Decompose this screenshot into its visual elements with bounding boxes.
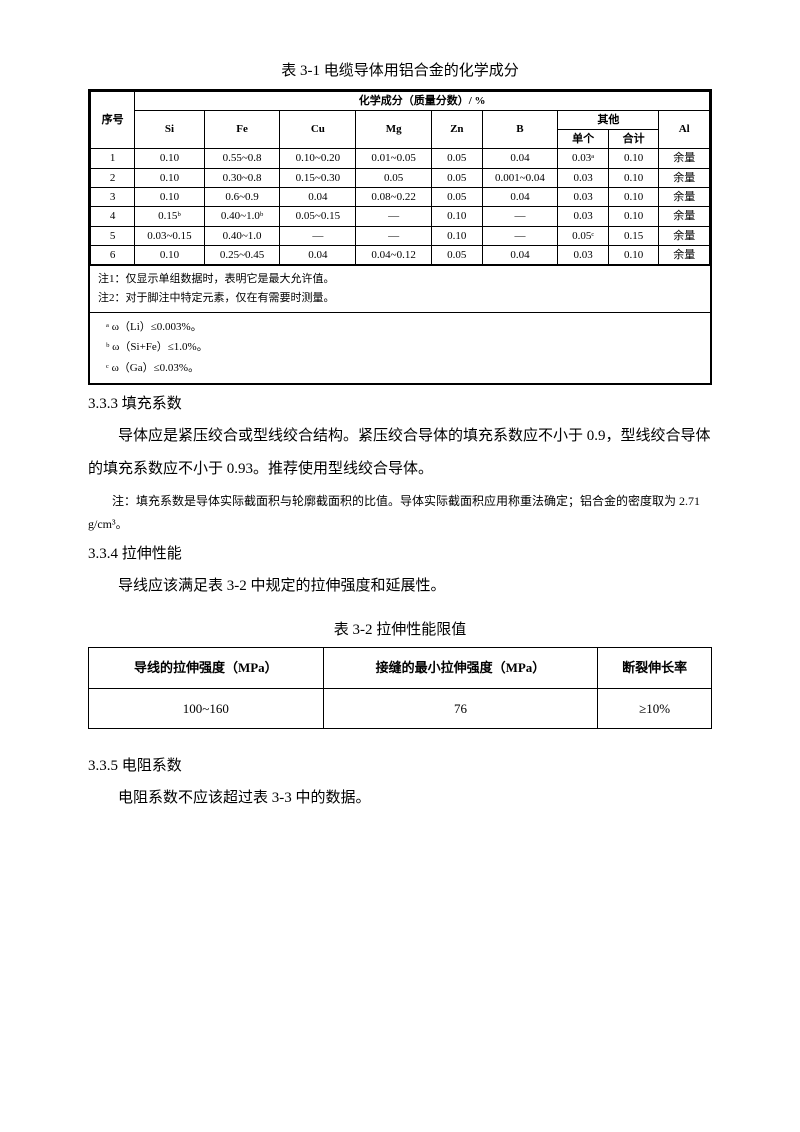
table-cell: 0.01~0.05	[356, 149, 432, 168]
table-cell: 5	[91, 226, 135, 245]
table-cell: 0.05~0.15	[280, 207, 356, 226]
t2-v1: 100~160	[89, 688, 324, 729]
fn-a: ᵃ ω（Li）≤0.003%。	[106, 317, 694, 338]
table1-note2: 注2：对于脚注中特定元素，仅在有需要时测量。	[98, 289, 702, 308]
table-cell: 0.10	[608, 187, 659, 206]
th-other-single: 单个	[558, 130, 609, 149]
th-seq: 序号	[91, 91, 135, 149]
table-cell: 0.05	[432, 149, 483, 168]
th-mg: Mg	[356, 110, 432, 149]
table-cell: 余量	[659, 168, 710, 187]
table-cell: 0.10	[608, 207, 659, 226]
table-cell: 0.04	[482, 245, 558, 264]
table-cell: 0.10	[608, 168, 659, 187]
th-other-total: 合计	[608, 130, 659, 149]
table-cell: —	[356, 207, 432, 226]
table-cell: 0.05	[432, 187, 483, 206]
table-cell: 2	[91, 168, 135, 187]
table-cell: 0.40~1.0ᵇ	[204, 207, 280, 226]
table-cell: 0.03	[558, 245, 609, 264]
table1-note1: 注1：仅显示单组数据时，表明它是最大允许值。	[98, 270, 702, 289]
t2-h3: 断裂伸长率	[598, 648, 712, 689]
table-cell: 0.04~0.12	[356, 245, 432, 264]
table-cell: —	[280, 226, 356, 245]
table-cell: 0.10	[135, 168, 204, 187]
sec-333-note: 注：填充系数是导体实际截面积与轮廓截面积的比值。导体实际截面积应用称重法确定；铝…	[88, 490, 712, 536]
table-cell: 0.10	[135, 245, 204, 264]
table-cell: 0.6~0.9	[204, 187, 280, 206]
table-cell: 0.10	[432, 207, 483, 226]
table-cell: 0.15	[608, 226, 659, 245]
table-cell: 0.05	[432, 245, 483, 264]
table1-container: 序号 化学成分（质量分数）/ % Si Fe Cu Mg Zn B 其他 Al …	[88, 89, 712, 386]
table-cell: 余量	[659, 226, 710, 245]
table-cell: 0.04	[482, 149, 558, 168]
table-cell: 0.04	[280, 245, 356, 264]
table-cell: 余量	[659, 187, 710, 206]
th-cu: Cu	[280, 110, 356, 149]
sec-335-head: 3.3.5 电阻系数	[88, 755, 712, 778]
th-top: 化学成分（质量分数）/ %	[135, 91, 710, 110]
table2: 导线的拉伸强度（MPa） 接缝的最小拉伸强度（MPa） 断裂伸长率 100~16…	[88, 647, 712, 729]
table1-title: 表 3-1 电缆导体用铝合金的化学成分	[88, 60, 712, 83]
table-cell: 0.001~0.04	[482, 168, 558, 187]
t2-v2: 76	[323, 688, 598, 729]
table-cell: 0.04	[280, 187, 356, 206]
th-fe: Fe	[204, 110, 280, 149]
th-other: 其他	[558, 110, 659, 129]
table-cell: 0.15ᵇ	[135, 207, 204, 226]
table-cell: 0.55~0.8	[204, 149, 280, 168]
table-cell: 0.03~0.15	[135, 226, 204, 245]
sec-334-head: 3.3.4 拉伸性能	[88, 543, 712, 566]
th-al: Al	[659, 110, 710, 149]
table1: 序号 化学成分（质量分数）/ % Si Fe Cu Mg Zn B 其他 Al …	[90, 91, 710, 266]
table-cell: 余量	[659, 149, 710, 168]
table-cell: 0.10	[608, 245, 659, 264]
table-cell: —	[356, 226, 432, 245]
sec-334-p1: 导线应该满足表 3-2 中规定的拉伸强度和延展性。	[88, 570, 712, 603]
th-zn: Zn	[432, 110, 483, 149]
table-cell: 0.40~1.0	[204, 226, 280, 245]
table-cell: 0.10	[608, 149, 659, 168]
t2-h1: 导线的拉伸强度（MPa）	[89, 648, 324, 689]
table1-notes: 注1：仅显示单组数据时，表明它是最大允许值。 注2：对于脚注中特定元素，仅在有需…	[90, 265, 710, 311]
table-cell: 6	[91, 245, 135, 264]
table-cell: 0.03	[558, 187, 609, 206]
table2-title: 表 3-2 拉伸性能限值	[88, 619, 712, 642]
table-cell: 0.05	[356, 168, 432, 187]
t2-v3: ≥10%	[598, 688, 712, 729]
table-cell: 4	[91, 207, 135, 226]
sec-335-p1: 电阻系数不应该超过表 3-3 中的数据。	[88, 782, 712, 815]
table-cell: 0.10~0.20	[280, 149, 356, 168]
fn-c: ᶜ ω（Ga）≤0.03%。	[106, 358, 694, 379]
table-cell: 余量	[659, 207, 710, 226]
table-cell: 0.03	[558, 207, 609, 226]
sec-333-head: 3.3.3 填充系数	[88, 393, 712, 416]
table-cell: 0.25~0.45	[204, 245, 280, 264]
table-cell: 1	[91, 149, 135, 168]
table-cell: 3	[91, 187, 135, 206]
table-cell: 0.05	[432, 168, 483, 187]
th-b: B	[482, 110, 558, 149]
th-si: Si	[135, 110, 204, 149]
table-cell: 0.30~0.8	[204, 168, 280, 187]
table-cell: —	[482, 207, 558, 226]
table-cell: 0.10	[432, 226, 483, 245]
table-cell: 0.05ᶜ	[558, 226, 609, 245]
table-cell: 0.10	[135, 187, 204, 206]
table-cell: 余量	[659, 245, 710, 264]
table-cell: 0.15~0.30	[280, 168, 356, 187]
table-cell: 0.08~0.22	[356, 187, 432, 206]
table-cell: 0.10	[135, 149, 204, 168]
sec-333-p1: 导体应是紧压绞合或型线绞合结构。紧压绞合导体的填充系数应不小于 0.9，型线绞合…	[88, 420, 712, 486]
t2-h2: 接缝的最小拉伸强度（MPa）	[323, 648, 598, 689]
table-cell: 0.03	[558, 168, 609, 187]
table1-footnotes: ᵃ ω（Li）≤0.003%。 ᵇ ω（Si+Fe）≤1.0%。 ᶜ ω（Ga）…	[90, 312, 710, 384]
table-cell: 0.03ᵃ	[558, 149, 609, 168]
fn-b: ᵇ ω（Si+Fe）≤1.0%。	[106, 337, 694, 358]
table-cell: —	[482, 226, 558, 245]
table-cell: 0.04	[482, 187, 558, 206]
